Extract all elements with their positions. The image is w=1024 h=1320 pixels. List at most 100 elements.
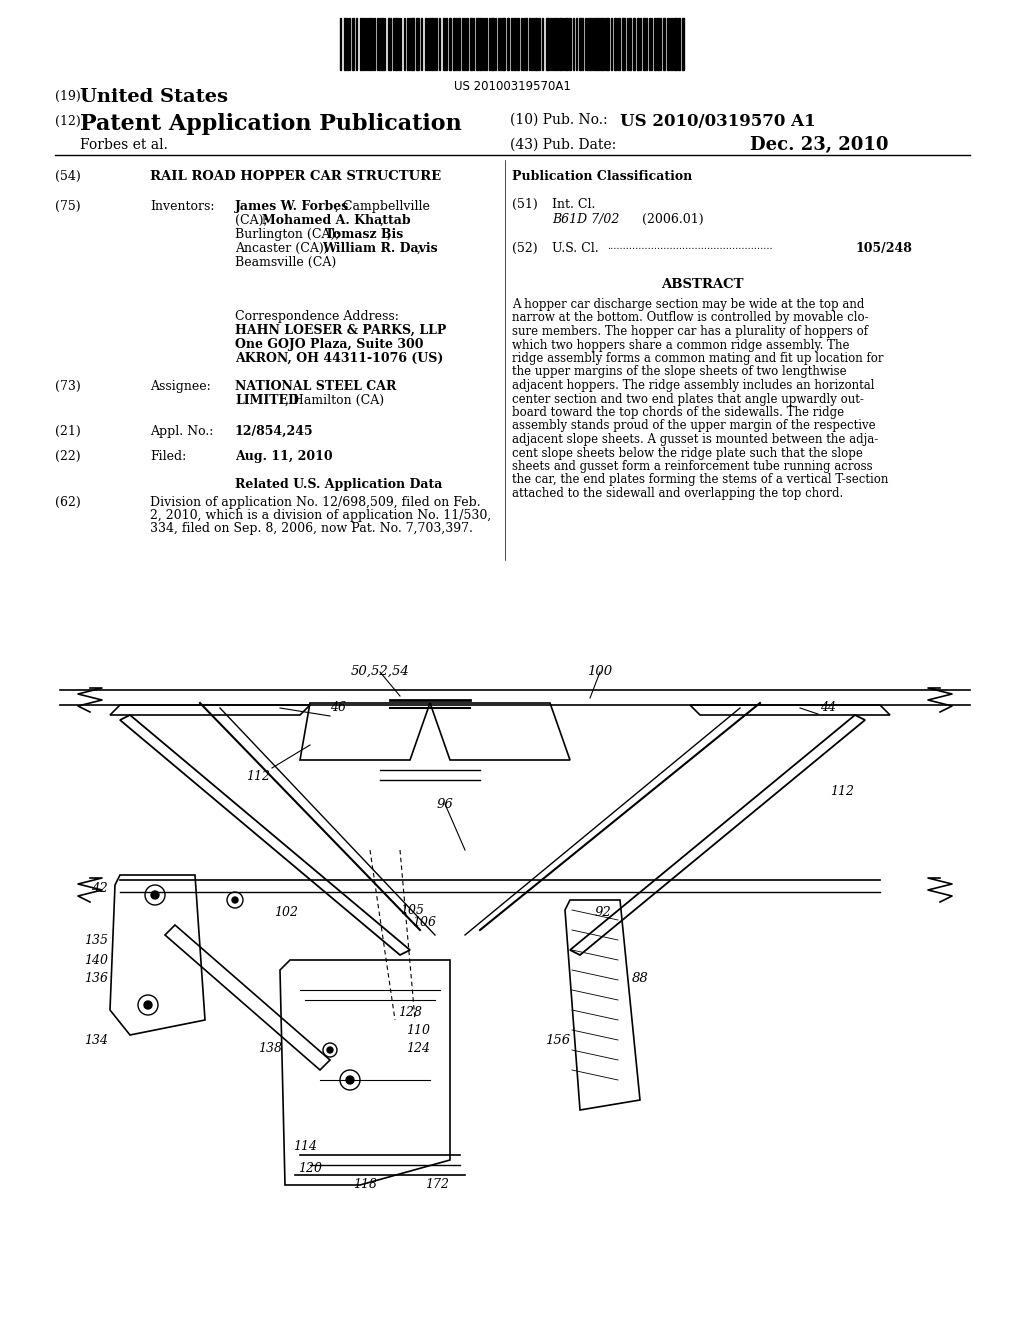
- Bar: [360, 18, 362, 70]
- Bar: [470, 18, 472, 70]
- Bar: [622, 18, 625, 70]
- Text: 135: 135: [84, 933, 108, 946]
- Bar: [511, 18, 513, 70]
- Text: 102: 102: [274, 906, 298, 919]
- Text: LIMITED: LIMITED: [234, 393, 299, 407]
- Text: (75): (75): [55, 201, 81, 213]
- Bar: [344, 18, 346, 70]
- Bar: [479, 18, 481, 70]
- Text: 334, filed on Sep. 8, 2006, now Pat. No. 7,703,397.: 334, filed on Sep. 8, 2006, now Pat. No.…: [150, 521, 473, 535]
- Text: 120: 120: [298, 1162, 322, 1175]
- Bar: [674, 18, 677, 70]
- Bar: [490, 18, 494, 70]
- Bar: [352, 18, 354, 70]
- Text: the upper margins of the slope sheets of two lengthwise: the upper margins of the slope sheets of…: [512, 366, 847, 379]
- Bar: [637, 18, 639, 70]
- Text: cent slope sheets below the ridge plate such that the slope: cent slope sheets below the ridge plate …: [512, 446, 863, 459]
- Text: 105: 105: [400, 903, 424, 916]
- Text: NATIONAL STEEL CAR: NATIONAL STEEL CAR: [234, 380, 396, 393]
- Text: 172: 172: [425, 1177, 449, 1191]
- Bar: [449, 18, 451, 70]
- Bar: [395, 18, 397, 70]
- Bar: [458, 18, 460, 70]
- Text: (22): (22): [55, 450, 81, 463]
- Text: B61D 7/02: B61D 7/02: [552, 213, 620, 226]
- Text: Aug. 11, 2010: Aug. 11, 2010: [234, 450, 333, 463]
- Text: center section and two end plates that angle upwardly out-: center section and two end plates that a…: [512, 392, 864, 405]
- Text: One GOJO Plaza, Suite 300: One GOJO Plaza, Suite 300: [234, 338, 424, 351]
- Text: 46: 46: [330, 701, 346, 714]
- Text: board toward the top chords of the sidewalls. The ridge: board toward the top chords of the sidew…: [512, 407, 844, 418]
- Text: Mohamed A. Khattab: Mohamed A. Khattab: [262, 214, 411, 227]
- Text: Beamsville (CA): Beamsville (CA): [234, 256, 336, 269]
- Bar: [369, 18, 371, 70]
- Bar: [502, 18, 505, 70]
- Text: adjacent hoppers. The ridge assembly includes an horizontal: adjacent hoppers. The ridge assembly inc…: [512, 379, 874, 392]
- Text: Burlington (CA);: Burlington (CA);: [234, 228, 344, 242]
- Text: Forbes et al.: Forbes et al.: [80, 139, 168, 152]
- Text: 118: 118: [353, 1177, 377, 1191]
- Bar: [476, 18, 478, 70]
- Text: which two hoppers share a common ridge assembly. The: which two hoppers share a common ridge a…: [512, 338, 850, 351]
- Bar: [388, 18, 391, 70]
- Text: Correspondence Address:: Correspondence Address:: [234, 310, 399, 323]
- Text: Dec. 23, 2010: Dec. 23, 2010: [750, 136, 889, 154]
- Bar: [507, 18, 509, 70]
- Bar: [535, 18, 538, 70]
- Text: RAIL ROAD HOPPER CAR STRUCTURE: RAIL ROAD HOPPER CAR STRUCTURE: [150, 170, 441, 183]
- Text: 96: 96: [436, 799, 454, 810]
- Bar: [614, 18, 616, 70]
- Text: United States: United States: [80, 88, 228, 106]
- Text: ABSTRACT: ABSTRACT: [660, 279, 743, 290]
- Text: (CA);: (CA);: [234, 214, 271, 227]
- Text: 156: 156: [545, 1034, 570, 1047]
- Text: (19): (19): [55, 90, 81, 103]
- Text: 114: 114: [293, 1140, 317, 1152]
- Text: , Hamilton (CA): , Hamilton (CA): [285, 393, 384, 407]
- Text: (2006.01): (2006.01): [642, 213, 703, 226]
- Text: (52): (52): [512, 242, 538, 255]
- Text: 12/854,245: 12/854,245: [234, 425, 313, 438]
- Text: 100: 100: [588, 665, 612, 678]
- Text: narrow at the bottom. Outflow is controlled by movable clo-: narrow at the bottom. Outflow is control…: [512, 312, 868, 325]
- Bar: [667, 18, 669, 70]
- Text: Patent Application Publication: Patent Application Publication: [80, 114, 462, 135]
- Circle shape: [151, 891, 159, 899]
- Text: Ancaster (CA);: Ancaster (CA);: [234, 242, 332, 255]
- Text: (43) Pub. Date:: (43) Pub. Date:: [510, 139, 616, 152]
- Text: A hopper car discharge section may be wide at the top and: A hopper car discharge section may be wi…: [512, 298, 864, 312]
- Text: US 2010/0319570 A1: US 2010/0319570 A1: [620, 114, 816, 129]
- Bar: [381, 18, 383, 70]
- Circle shape: [232, 898, 238, 903]
- Circle shape: [144, 1001, 152, 1008]
- Text: the car, the end plates forming the stems of a vertical T-section: the car, the end plates forming the stem…: [512, 474, 889, 487]
- Text: Division of application No. 12/698,509, filed on Feb.: Division of application No. 12/698,509, …: [150, 496, 480, 510]
- Bar: [546, 18, 549, 70]
- Bar: [663, 18, 665, 70]
- Text: 44: 44: [820, 701, 836, 714]
- Bar: [606, 18, 609, 70]
- Text: ridge assembly forms a common mating and fit up location for: ridge assembly forms a common mating and…: [512, 352, 884, 366]
- Text: (51): (51): [512, 198, 538, 211]
- Text: ,: ,: [387, 228, 391, 242]
- Text: 134: 134: [84, 1034, 108, 1047]
- Text: Inventors:: Inventors:: [150, 201, 214, 213]
- Text: sheets and gusset form a reinforcement tube running across: sheets and gusset form a reinforcement t…: [512, 459, 872, 473]
- Text: 136: 136: [84, 972, 108, 985]
- Text: (12): (12): [55, 115, 81, 128]
- Text: 42: 42: [91, 882, 108, 895]
- Text: Publication Classification: Publication Classification: [512, 170, 692, 183]
- Text: 88: 88: [632, 972, 649, 985]
- Text: James W. Forbes: James W. Forbes: [234, 201, 349, 213]
- Bar: [559, 18, 562, 70]
- Text: U.S. Cl.: U.S. Cl.: [552, 242, 599, 255]
- Bar: [517, 18, 519, 70]
- Text: .....................................................: ........................................…: [607, 242, 773, 251]
- Bar: [569, 18, 571, 70]
- Text: AKRON, OH 44311-1076 (US): AKRON, OH 44311-1076 (US): [234, 352, 443, 366]
- Circle shape: [346, 1076, 354, 1084]
- Text: US 20100319570A1: US 20100319570A1: [454, 81, 570, 92]
- Text: William R. Davis: William R. Davis: [322, 242, 437, 255]
- Text: Assignee:: Assignee:: [150, 380, 211, 393]
- Text: 140: 140: [84, 953, 108, 966]
